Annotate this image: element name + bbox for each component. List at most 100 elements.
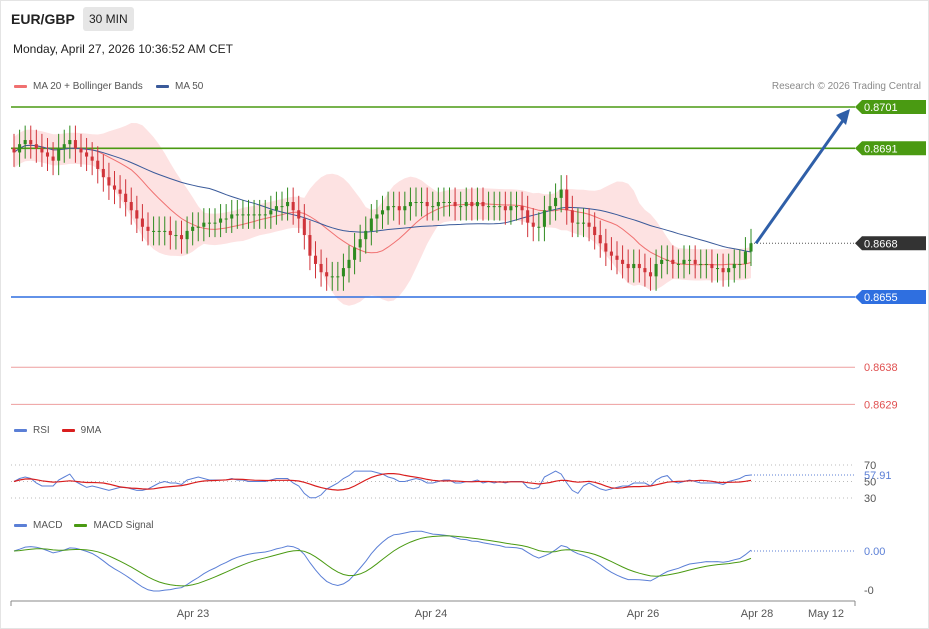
candle-body: [397, 206, 401, 211]
rsi-axis-label-70: 70: [864, 460, 876, 472]
candle-body: [727, 268, 731, 273]
candle-body: [548, 206, 552, 211]
candle-body: [152, 230, 156, 232]
candle-body: [118, 189, 122, 194]
rsi-axis-label-50: 50: [864, 477, 876, 489]
candle-body: [85, 152, 89, 157]
candle-body: [252, 214, 256, 216]
symbol-title: EUR/GBP: [11, 11, 75, 27]
candle-body: [330, 276, 334, 278]
candle-body: [470, 202, 474, 207]
candle-body: [241, 214, 245, 216]
candle-body: [230, 214, 234, 219]
candle-body: [721, 268, 725, 273]
candle-body: [235, 214, 239, 216]
candle-body: [715, 268, 720, 270]
candle-body: [738, 263, 742, 265]
legend-rsi: RSI 9MA: [14, 425, 101, 436]
candle-body: [174, 235, 178, 237]
macd-line: [13, 530, 752, 592]
candle-body: [554, 197, 558, 207]
candle-body: [341, 268, 345, 277]
candle-body: [576, 222, 580, 224]
forecast-arrow-shaft: [754, 118, 846, 245]
candle-body: [246, 214, 251, 216]
candle-body: [643, 268, 647, 273]
candle-body: [425, 202, 429, 207]
candle-body: [526, 210, 530, 223]
candle-body: [593, 226, 597, 236]
candle-body: [29, 140, 33, 145]
candle-body: [96, 160, 100, 169]
candle-body: [375, 214, 379, 219]
level-label-0: 0.8701: [864, 102, 898, 114]
candle-body: [157, 230, 161, 232]
candle-body: [319, 263, 323, 273]
candle-body: [537, 226, 541, 228]
rsi-legend-label: RSI: [33, 425, 50, 436]
candle-body: [313, 255, 318, 264]
candle-body: [79, 148, 83, 153]
candle-body: [459, 206, 463, 208]
candle-body: [51, 156, 55, 161]
candle-body: [380, 210, 385, 215]
candle-body: [693, 259, 697, 264]
candle-body: [749, 243, 753, 252]
candle-body: [274, 206, 278, 211]
candle-body: [520, 206, 524, 211]
candle-body: [587, 222, 591, 227]
candle-body: [676, 263, 680, 265]
candle-body: [213, 222, 217, 224]
candle-body: [18, 144, 22, 153]
candle-body: [481, 202, 485, 207]
x-tick-label-0: Apr 23: [177, 608, 209, 620]
rsi-current-label: 57.91: [864, 470, 892, 482]
candle-body: [224, 218, 228, 220]
candle-body: [101, 168, 105, 178]
macd-signal-legend-label: MACD Signal: [93, 520, 154, 531]
x-tick-label-2: Apr 26: [627, 608, 659, 620]
candle-body: [447, 202, 452, 203]
candle-body: [364, 230, 368, 240]
candle-body: [68, 140, 72, 145]
candle-body: [621, 259, 625, 264]
ma50-swatch: [156, 85, 169, 88]
macd-axis-label-0: 0.00: [864, 546, 885, 558]
rsi-ma-legend-label: 9MA: [80, 425, 102, 436]
candle-body: [129, 202, 133, 211]
candle-body: [682, 259, 686, 264]
candle-body: [135, 210, 139, 219]
rsi-ma-line: [13, 473, 752, 491]
candle-body: [453, 202, 457, 207]
candle-body: [531, 222, 535, 227]
candle-body: [90, 156, 94, 161]
level-tag-2: [855, 236, 926, 251]
macd-signal-line: [13, 535, 752, 587]
candle-body: [414, 202, 418, 203]
ma50-line: [13, 144, 752, 253]
candle-body: [475, 202, 479, 207]
candle-body: [565, 189, 569, 211]
candle-body: [168, 230, 172, 236]
candle-body: [291, 202, 295, 211]
level-tag-1: [855, 141, 926, 156]
candle-body: [743, 251, 747, 264]
x-tick-label-1: Apr 24: [415, 608, 447, 620]
forecast-arrow-head: [836, 109, 850, 125]
candle-body: [403, 206, 407, 211]
candle-body: [358, 239, 362, 248]
candle-body: [654, 263, 658, 277]
rsi-axis-label-30: 30: [864, 493, 876, 505]
candle-body: [542, 210, 546, 227]
candle-body: [258, 214, 262, 216]
timeframe-button[interactable]: 30 MIN: [83, 7, 134, 31]
candle-body: [420, 202, 424, 203]
candle-body: [263, 214, 267, 216]
candle-body: [648, 272, 653, 277]
candle-body: [369, 218, 373, 231]
ma20-swatch: [14, 85, 27, 88]
candle-body: [492, 206, 496, 208]
rsi-swatch: [14, 429, 27, 432]
candle-body: [699, 263, 703, 265]
